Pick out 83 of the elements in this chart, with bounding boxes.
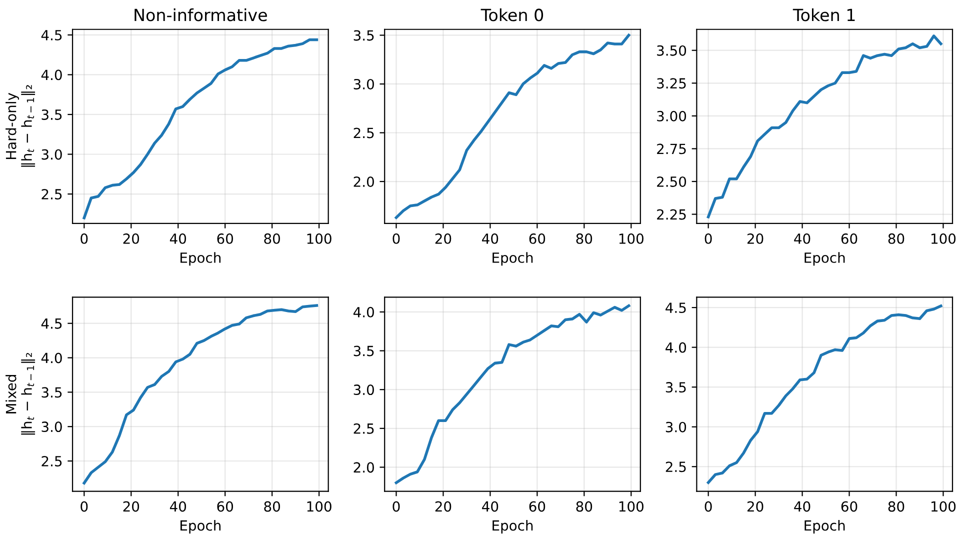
x-tick-label: 80 [264, 233, 280, 244]
y-tick-label: 3.5 [666, 382, 686, 393]
x-axis-title: Epoch [492, 252, 533, 266]
x-tick-label: 60 [841, 501, 858, 512]
line-series [394, 304, 630, 484]
y-tick-label: 2.5 [42, 188, 62, 200]
y-tick-label: 3.00 [657, 110, 686, 122]
x-tick-label: 80 [888, 501, 904, 512]
y-tick-label: 2.75 [657, 144, 686, 154]
y-tick-label: 2.5 [354, 128, 374, 138]
y-tick-label: 4.0 [41, 352, 62, 364]
x-tick-label: 40 [794, 501, 810, 512]
x-tick-label: 0 [80, 501, 88, 512]
y-tick-label: 4.0 [41, 70, 62, 80]
x-axis-title: Epoch [180, 520, 221, 534]
x-tick-label: 80 [888, 233, 904, 244]
x-axis-title: Epoch [180, 252, 221, 266]
x-tick-label: 60 [841, 233, 858, 244]
x-tick-label: 40 [170, 501, 186, 512]
y-tick-label: 3.5 [354, 30, 374, 41]
line-series [706, 304, 942, 484]
x-tick-label: 20 [747, 501, 764, 512]
line-series [82, 38, 318, 220]
x-tick-label: 20 [747, 233, 764, 244]
y-tick-label: 4.5 [41, 318, 62, 329]
x-tick-label: 0 [392, 233, 400, 244]
x-tick-label: 100 [307, 501, 332, 512]
x-tick-label: 80 [576, 501, 592, 512]
chart-title: Token 1 [792, 8, 855, 22]
y-tick-label: 3.5 [42, 109, 62, 120]
y-tick-label: 3.0 [354, 384, 374, 396]
y-tick-label: 2.5 [42, 456, 62, 466]
y-tick-label: 3.0 [666, 422, 686, 432]
x-tick-label: 0 [80, 233, 88, 244]
y-axis-title: Hard-only ‖h$_{t}$ − h$_{t−1}$‖₂ [6, 85, 36, 167]
y-tick-label: 4.5 [666, 302, 686, 314]
x-tick-label: 100 [931, 501, 956, 512]
x-tick-label: 40 [482, 233, 498, 244]
x-tick-label: 100 [619, 233, 644, 244]
y-tick-label: 2.0 [354, 176, 374, 187]
line-series [82, 304, 318, 484]
y-tick-label: 3.5 [354, 346, 374, 356]
y-tick-label: 3.0 [354, 78, 374, 90]
y-tick-label: 2.0 [354, 462, 374, 473]
x-tick-label: 20 [435, 501, 452, 512]
x-tick-label: 60 [217, 233, 234, 244]
chart-title: Token 0 [480, 8, 544, 22]
x-tick-label: 20 [123, 233, 140, 244]
y-tick-label: 4.5 [41, 30, 62, 40]
x-tick-label: 60 [529, 501, 546, 512]
y-tick-label: 2.50 [657, 176, 686, 187]
y-axis-title: Mixed ‖h$_{t}$ − h$_{t−1}$‖₂ [6, 352, 36, 435]
x-tick-label: 60 [529, 233, 546, 244]
x-tick-label: 20 [123, 501, 140, 512]
x-tick-label: 100 [619, 501, 644, 512]
x-tick-label: 0 [704, 501, 712, 512]
x-tick-label: 100 [307, 233, 332, 244]
y-tick-label: 2.5 [354, 423, 374, 434]
line-series [394, 34, 630, 219]
x-tick-label: 80 [576, 233, 592, 244]
x-tick-label: 40 [794, 233, 810, 244]
y-tick-label: 3.50 [657, 45, 686, 56]
x-axis-title: Epoch [804, 252, 845, 266]
y-tick-label: 3.0 [42, 149, 62, 160]
x-tick-label: 40 [482, 501, 498, 512]
x-tick-label: 100 [931, 233, 956, 244]
y-tick-label: 2.5 [666, 462, 686, 472]
chart-title: Non-informative [134, 8, 267, 22]
x-tick-label: 0 [704, 233, 712, 244]
x-tick-label: 40 [170, 233, 186, 244]
y-tick-label: 3.5 [42, 387, 62, 398]
x-tick-label: 80 [264, 501, 280, 512]
line-series [706, 34, 942, 218]
y-tick-label: 4.0 [666, 342, 686, 353]
y-tick-label: 2.25 [657, 209, 686, 220]
x-tick-label: 60 [217, 501, 234, 512]
y-tick-label: 4.0 [353, 306, 374, 318]
x-axis-title: Epoch [804, 520, 845, 534]
y-tick-label: 3.0 [42, 422, 62, 432]
x-tick-label: 20 [435, 233, 452, 244]
x-tick-label: 0 [392, 501, 400, 512]
y-tick-label: 3.25 [657, 78, 686, 89]
x-axis-title: Epoch [492, 520, 533, 534]
